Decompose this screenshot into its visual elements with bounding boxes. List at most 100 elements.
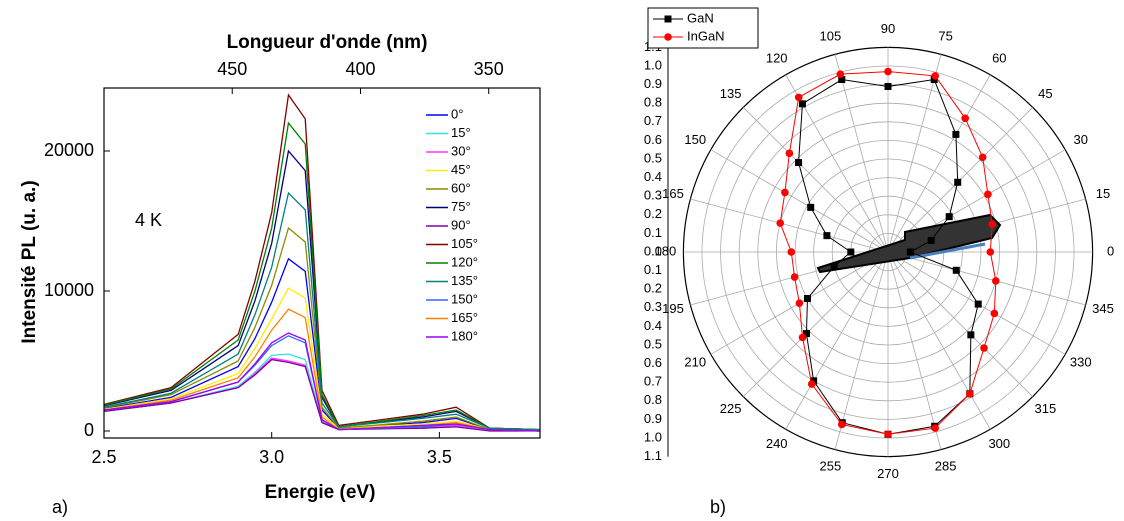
y-tick-label: 0: [84, 420, 94, 440]
theta-tick-label: 180: [655, 243, 677, 258]
r-tick-label: 0.7: [644, 374, 662, 389]
r-tick-label: 0.5: [644, 336, 662, 351]
spoke: [887, 74, 991, 253]
spoke: [710, 149, 889, 253]
spoke: [887, 251, 1086, 306]
gun: [816, 213, 1002, 274]
marker: [967, 331, 975, 339]
marker: [785, 149, 794, 158]
marker: [931, 424, 939, 432]
x2-tick-label: 450: [217, 59, 247, 79]
spectrum-line: [104, 149, 540, 431]
spoke: [887, 251, 991, 430]
y-tick-label: 10000: [44, 280, 94, 300]
x2-tick-label: 350: [474, 59, 504, 79]
panel-label: a): [52, 497, 68, 517]
x-tick-label: 3.5: [427, 447, 452, 467]
marker: [802, 330, 810, 338]
marker: [990, 309, 999, 318]
marker: [984, 190, 992, 199]
legend-label: 180°: [451, 328, 478, 343]
marker: [906, 248, 914, 256]
panel-label: b): [710, 497, 726, 517]
r-tick-label: 0.2: [644, 281, 662, 296]
marker: [790, 273, 799, 281]
marker: [830, 262, 838, 270]
marker: [798, 333, 807, 342]
marker: [966, 389, 974, 398]
theta-tick-label: 240: [766, 436, 788, 451]
marker: [931, 72, 939, 80]
theta-tick-label: 75: [938, 28, 952, 43]
theta-tick-label: 330: [1070, 355, 1092, 370]
x-tick-label: 2.5: [91, 447, 116, 467]
marker: [961, 114, 969, 123]
marker: [823, 232, 831, 240]
spectrum-line: [104, 191, 540, 431]
y-tick-label: 20000: [44, 140, 94, 160]
theta-tick-label: 270: [877, 466, 899, 481]
spoke: [690, 198, 889, 253]
theta-tick-label: 150: [684, 132, 706, 147]
theta-tick-label: 195: [662, 301, 684, 316]
legend-label: GaN: [687, 10, 714, 25]
theta-tick-label: 345: [1092, 301, 1114, 316]
theta-tick-label: 300: [988, 436, 1010, 451]
marker: [952, 266, 960, 274]
marker: [847, 248, 855, 256]
spectrum-line: [104, 257, 540, 432]
r-tick-label: 1.0: [644, 57, 662, 72]
r-tick-label: 0.6: [644, 132, 662, 147]
theta-tick-label: 210: [684, 355, 706, 370]
theta-tick-label: 60: [992, 51, 1006, 66]
legend-box: [647, 7, 759, 49]
r-tick-label: 0.8: [644, 392, 662, 407]
r-tick-label: 1.0: [644, 429, 662, 444]
marker: [884, 82, 892, 90]
marker: [787, 248, 796, 256]
theta-tick-label: 285: [935, 458, 957, 473]
x-axis-title: Energie (eV): [265, 482, 376, 503]
theta-tick-label: 0: [1107, 243, 1114, 258]
legend-label: 90°: [451, 217, 471, 232]
spectrum-line: [104, 358, 540, 432]
theta-tick-label: 165: [662, 186, 684, 201]
marker: [952, 130, 960, 138]
marker: [884, 67, 892, 76]
marker: [927, 236, 935, 244]
legend-label: 60°: [451, 180, 471, 195]
legend-label: InGaN: [687, 28, 725, 43]
spoke: [887, 54, 942, 253]
marker: [986, 248, 995, 256]
marker: [836, 70, 845, 78]
legend-label: 135°: [451, 273, 478, 288]
legend-label: 150°: [451, 291, 478, 306]
theta-tick-label: 225: [720, 401, 742, 416]
marker: [795, 299, 804, 307]
marker: [776, 219, 785, 227]
r-tick-label: 0.0: [644, 243, 662, 258]
legend-label: 45°: [451, 162, 471, 177]
r-tick-label: 0.7: [644, 113, 662, 128]
legend-label: 30°: [451, 143, 471, 158]
x2-tick-label: 400: [345, 59, 375, 79]
theta-tick-label: 45: [1038, 86, 1052, 101]
marker: [837, 420, 846, 429]
x2-axis-title: Longueur d'onde (nm): [227, 32, 428, 53]
spectrum-line: [104, 93, 540, 431]
marker: [980, 344, 988, 352]
gun-stripe: [909, 242, 986, 260]
r-tick-label: 0.9: [644, 76, 662, 91]
spectrum-line: [104, 308, 540, 432]
r-tick-label: 0.1: [644, 262, 662, 277]
theta-tick-label: 135: [720, 86, 742, 101]
legend-label: 165°: [451, 310, 478, 325]
marker: [838, 76, 846, 84]
marker: [974, 300, 982, 308]
marker: [945, 213, 953, 221]
spoke: [743, 107, 889, 253]
spoke: [785, 251, 889, 430]
legend-marker: [664, 33, 672, 41]
spoke: [887, 251, 942, 450]
